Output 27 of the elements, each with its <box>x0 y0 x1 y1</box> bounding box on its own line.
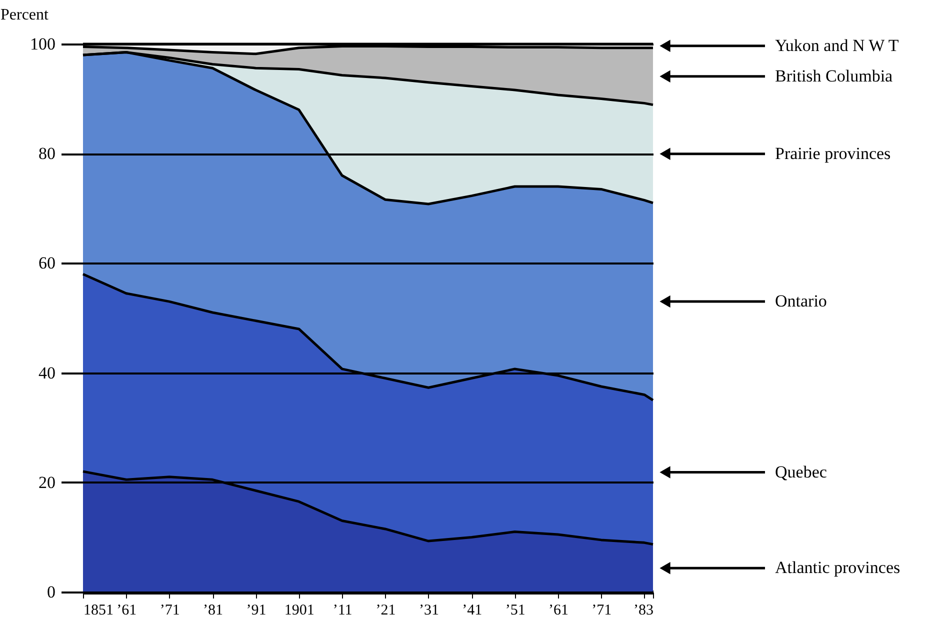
x-tick-label: ’83 <box>634 602 654 618</box>
y-axis-title: Percent <box>0 6 50 24</box>
text: Quebec <box>775 462 828 482</box>
x-tick-label: ’21 <box>376 602 396 618</box>
x-tick-label: ’91 <box>246 602 266 618</box>
x-tick-label: ’71 <box>592 602 612 618</box>
y-tick-label: 80 <box>38 144 56 164</box>
text: Yukon and N W T <box>775 36 900 55</box>
x-tick-label: ’71 <box>160 602 180 618</box>
x-tick-label: ’61 <box>116 602 137 618</box>
x-tick-label: ’51 <box>505 602 526 618</box>
y-tick-label: 40 <box>38 363 56 382</box>
y-tick-label: 20 <box>38 472 56 492</box>
x-tick-label: ’81 <box>203 602 224 618</box>
y-tick-label: 100 <box>30 34 56 54</box>
y-tick-label: 0 <box>47 582 56 602</box>
x-tick-label: ’11 <box>332 602 352 618</box>
y-tick-label: 60 <box>38 254 56 273</box>
x-tick-label: ’31 <box>418 602 439 618</box>
x-tick-label: ’61 <box>548 602 568 618</box>
x-tick-label: ’41 <box>462 602 482 618</box>
text: British Columbia <box>775 66 894 86</box>
text: Atlantic provinces <box>775 558 900 578</box>
x-tick-label: 1851 <box>84 602 114 618</box>
text: Prairie provinces <box>775 144 891 163</box>
x-tick-label: 1901 <box>284 602 314 618</box>
text: Ontario <box>775 292 827 311</box>
